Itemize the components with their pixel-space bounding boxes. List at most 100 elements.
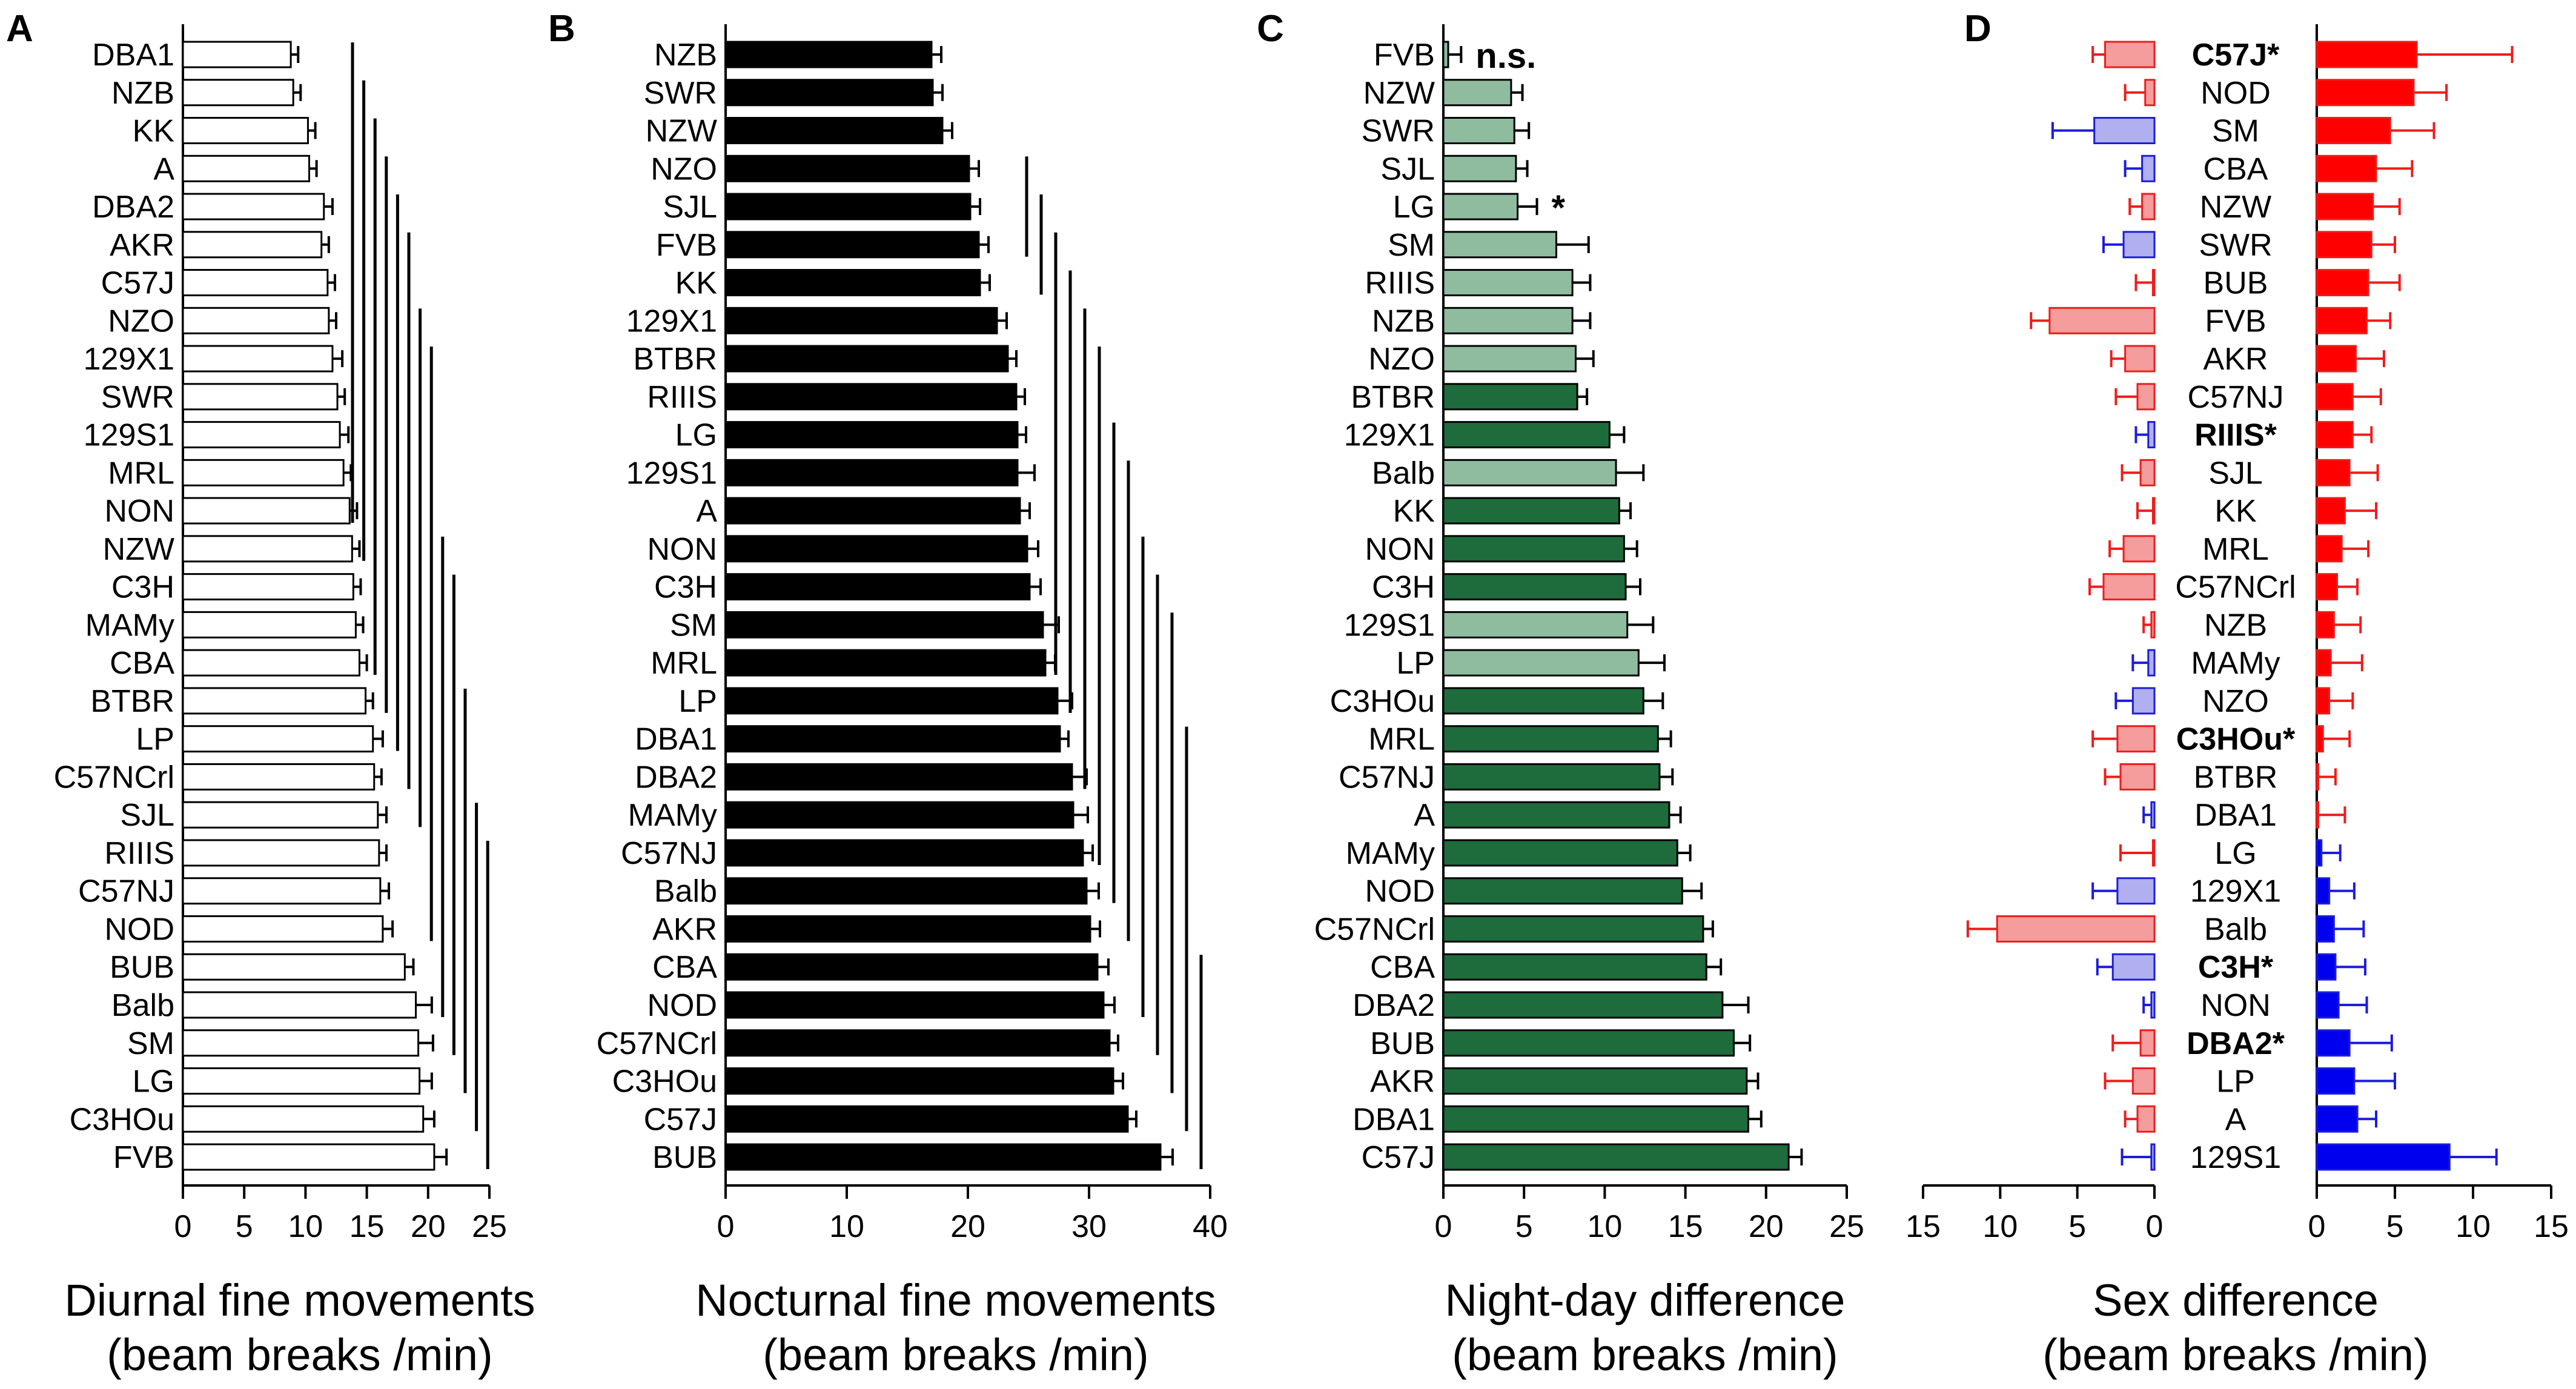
- panel-b-tick-label: 0: [717, 1209, 735, 1244]
- panel-d-left-bar: [2116, 725, 2156, 753]
- panel-b-strain-label: DBA2: [635, 760, 717, 795]
- panel-d-left-bar: [2136, 1105, 2156, 1133]
- panel-d-left-bar: [2150, 1143, 2156, 1171]
- panel-a-bar: [182, 877, 382, 905]
- panel-c-strain-label: SM: [1388, 228, 1435, 263]
- panel-d-left-bar: [2150, 991, 2156, 1019]
- panel-d-left-bar: [2111, 953, 2156, 981]
- panel-b-tick-label: 40: [1193, 1209, 1228, 1244]
- panel-b-strain-label: AKR: [652, 912, 717, 947]
- panel-c-bar: [1442, 649, 1640, 677]
- panel-b-strain-label: BUB: [652, 1140, 717, 1175]
- panel-d-right-bar: [2316, 839, 2323, 867]
- panel-d-left-tick-label: 15: [1906, 1209, 1941, 1244]
- panel-c-xlabel-line2: (beam breaks /min): [1452, 1330, 1838, 1380]
- panel-c-bar: [1442, 307, 1574, 334]
- panel-d-right-bar: [2316, 79, 2415, 107]
- panel-a-chart: ADBA1NZBKKADBA2AKRC57JNZO129X1SWR129S1MR…: [6, 8, 535, 1380]
- panel-c-strain-label: C3H: [1372, 570, 1435, 605]
- panel-b-bar: [724, 193, 972, 220]
- panel-b-strain-label: Balb: [654, 874, 717, 909]
- panel-c-strain-label: FVB: [1374, 38, 1435, 73]
- panel-a-strain-label: KK: [133, 114, 175, 149]
- panel-b-xlabel-line1: Nocturnal fine movements: [695, 1275, 1216, 1325]
- panel-a-tick-label: 0: [174, 1209, 192, 1244]
- panel-c-bar: [1442, 41, 1449, 68]
- panel-d-left-bar: [2122, 535, 2156, 563]
- panel-d-right-bar: [2316, 231, 2372, 259]
- panel-c-strain-label: A: [1414, 798, 1435, 833]
- panel-c-strain-label: C57NCrl: [1314, 912, 1435, 947]
- panel-b-bar: [724, 877, 1088, 905]
- panel-c-bar: [1442, 839, 1678, 867]
- panel-d-left-bar: [2147, 649, 2156, 677]
- panel-a-strain-label: C57J: [101, 266, 174, 301]
- panel-b-strain-label: C57NJ: [621, 836, 717, 871]
- panel-a-tick-label: 10: [288, 1209, 323, 1244]
- panel-d-left-bar: [2119, 763, 2156, 791]
- panel-a-xlabel-line2: (beam breaks /min): [107, 1330, 492, 1380]
- panel-a-strain-label: C57NCrl: [54, 760, 174, 795]
- panel-c-bar: [1442, 915, 1704, 943]
- panel-b-tick-label: 10: [829, 1209, 864, 1244]
- panel-b-bar: [724, 649, 1047, 677]
- panel-a-bar: [182, 79, 294, 107]
- panel-d-right-bar: [2316, 154, 2377, 182]
- panel-d-left-bar: [2093, 117, 2156, 145]
- panel-a-tick-label: 15: [349, 1209, 385, 1244]
- panel-c-strain-label: RIIIS: [1365, 266, 1435, 301]
- panel-d-strain-label: CBA: [2204, 151, 2268, 187]
- panel-b-strain-label: MRL: [651, 646, 717, 681]
- panel-a-bar: [182, 345, 334, 373]
- panel-b-bar: [724, 611, 1044, 638]
- panel-d-right-bar: [2316, 41, 2418, 68]
- panel-c-bar: [1442, 573, 1627, 601]
- panel-a-strain-label: NZO: [108, 303, 174, 339]
- panel-c-strain-label: SWR: [1362, 114, 1435, 149]
- panel-b-strain-label: C3HOu: [612, 1064, 717, 1099]
- panel-c-bar: [1442, 801, 1670, 829]
- panel-c-tick-label: 5: [1515, 1209, 1533, 1244]
- panel-d-xlabel-line2: (beam breaks /min): [2042, 1330, 2428, 1380]
- panel-d-strain-label: C57J*: [2192, 38, 2280, 73]
- panel-c-tick-label: 10: [1587, 1209, 1622, 1244]
- panel-c-panel-label: C: [1257, 8, 1284, 50]
- panel-d-right-tick-label: 10: [2455, 1209, 2491, 1244]
- panel-a-bar: [182, 459, 345, 486]
- panel-d-right-bar: [2316, 1067, 2356, 1095]
- panel-a-bar: [182, 1067, 421, 1095]
- panel-a-strain-label: LG: [133, 1064, 174, 1099]
- panel-c-bar: [1442, 231, 1557, 259]
- panel-d-right-tick-label: 15: [2534, 1209, 2569, 1244]
- panel-d-right-bar: [2316, 193, 2374, 220]
- panel-c-strain-label: MRL: [1368, 722, 1435, 757]
- panel-a-strain-label: NOD: [104, 912, 174, 947]
- panel-b-strain-label: NZW: [646, 114, 717, 149]
- panel-d-strain-label: 129S1: [2190, 1140, 2281, 1175]
- panel-d-panel-label: D: [1964, 8, 1992, 50]
- panel-d-xlabel-line1: Sex difference: [2093, 1275, 2379, 1325]
- panel-b-strain-label: C3H: [654, 570, 717, 605]
- panel-b-bar: [724, 497, 1021, 525]
- panel-d-right-bar: [2316, 1143, 2451, 1171]
- panel-a-strain-label: CBA: [110, 646, 174, 681]
- panel-a-strain-label: 129X1: [84, 342, 174, 377]
- panel-c-strain-label: Balb: [1372, 456, 1435, 491]
- panel-d-strain-label: DBA2*: [2187, 1026, 2285, 1061]
- panel-c-strain-label: CBA: [1370, 950, 1435, 985]
- panel-a-bar: [182, 763, 376, 791]
- panel-d-strain-label: C3HOu*: [2176, 722, 2296, 757]
- panel-a-strain-label: Balb: [111, 988, 174, 1023]
- panel-b-strain-label: SM: [670, 608, 717, 643]
- panel-a-strain-label: C57NJ: [78, 874, 174, 909]
- panel-b-bar: [724, 535, 1028, 563]
- panel-a-strain-label: C3H: [111, 570, 174, 605]
- panel-d-right-tick-label: 0: [2308, 1209, 2326, 1244]
- panel-a-strain-label: SM: [127, 1026, 174, 1061]
- panel-d-right-bar: [2316, 345, 2357, 373]
- panel-a-strain-label: BTBR: [90, 684, 174, 719]
- panel-b-strain-label: CBA: [652, 950, 717, 985]
- panel-c-bar: [1442, 687, 1644, 715]
- panel-c-bar: [1442, 193, 1519, 220]
- panel-a-bar: [182, 41, 292, 68]
